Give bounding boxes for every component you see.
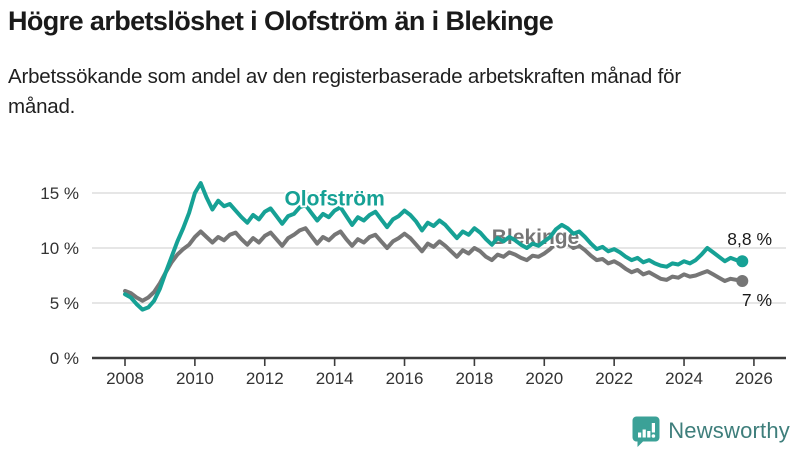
x-tick-label: 2012 — [246, 369, 284, 388]
chart-subtitle: Arbetssökande som andel av den registerb… — [8, 65, 681, 118]
line-olofström — [123, 181, 745, 312]
x-tick-label: 2010 — [176, 369, 214, 388]
x-tick-label: 2018 — [455, 369, 493, 388]
y-tick-label: 5 % — [50, 294, 79, 313]
brand-wordmark: Newsworthy — [668, 418, 790, 443]
x-tick-label: 2008 — [106, 369, 144, 388]
end-value-label-blekinge: 7 % — [742, 290, 772, 310]
x-tick-label: 2020 — [525, 369, 563, 388]
x-tick-label: 2014 — [316, 369, 354, 388]
speech-bubble-shape — [632, 416, 660, 447]
brand-footer: Newsworthy — [631, 414, 790, 448]
x-tick-label: 2016 — [386, 369, 424, 388]
end-value-label-olofström: 8,8 % — [727, 229, 772, 249]
line-blekinge — [123, 226, 745, 303]
x-tick-label: 2026 — [735, 369, 773, 388]
y-tick-label: 10 % — [40, 239, 79, 258]
series-label-olofström: Olofström — [284, 188, 384, 211]
logo-bars — [638, 423, 656, 438]
end-dot-blekinge — [736, 275, 749, 287]
x-tick-label: 2022 — [595, 369, 633, 388]
newsworthy-logo-icon — [632, 416, 660, 447]
y-tick-label: 15 % — [40, 184, 79, 203]
y-tick-label: 0 % — [50, 349, 79, 368]
end-dot-olofström — [736, 255, 749, 268]
page-title: Högre arbetslöshet i Olofström än i Blek… — [8, 6, 554, 36]
x-tick-label: 2024 — [665, 369, 703, 388]
